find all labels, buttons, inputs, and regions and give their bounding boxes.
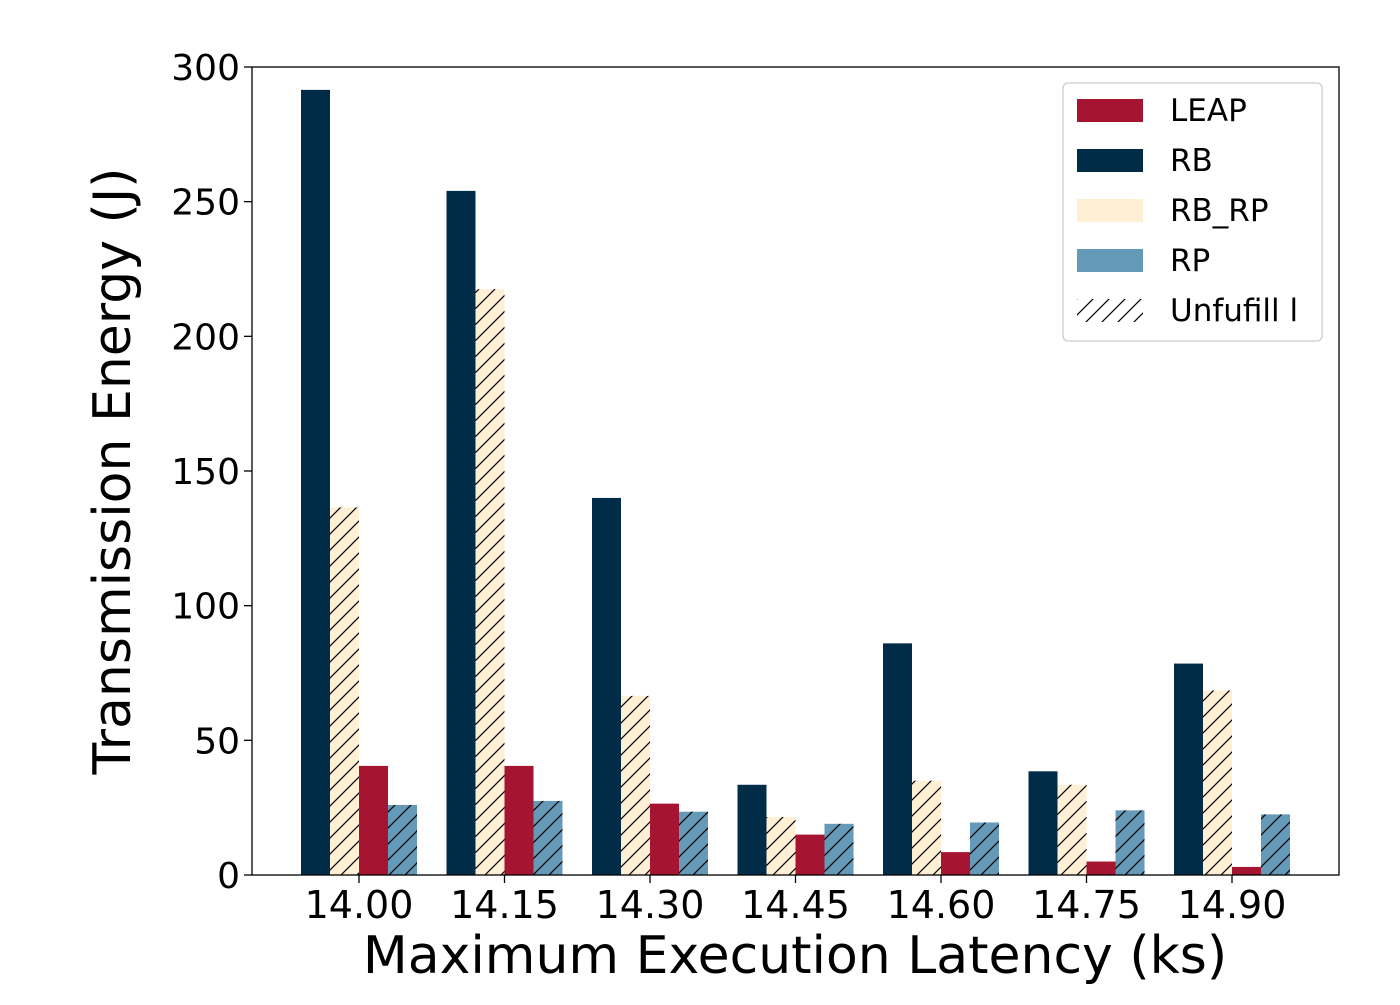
- x-tick-label-14-00: 14.00: [305, 883, 414, 927]
- x-axis: 14.00 14.15 14.30 14.45 14.60 14.75 14.90: [305, 875, 1287, 927]
- legend-swatch-rp: [1077, 249, 1143, 272]
- y-tick-label-100: 100: [171, 587, 240, 628]
- bar-leap-14-90: [1232, 866, 1261, 875]
- y-tick-label-200: 200: [171, 317, 240, 358]
- bar-rb-14-30: [592, 497, 621, 875]
- bar-rb-14-75: [1028, 771, 1058, 875]
- bar-hatch-rp-14-75: [1115, 810, 1145, 875]
- bar-leap-14-45: [795, 834, 825, 875]
- y-tick-label-50: 50: [194, 721, 240, 762]
- bar-rb-14-60: [883, 643, 912, 875]
- legend-swatch-leap: [1077, 99, 1143, 122]
- legend-swatch-rb: [1077, 149, 1143, 172]
- y-tick-label-0: 0: [217, 856, 240, 897]
- bar-rb-14-90: [1174, 663, 1203, 875]
- legend-label-leap: LEAP: [1170, 93, 1247, 129]
- bar-leap-14-30: [650, 803, 679, 875]
- bars-layer: [301, 89, 1290, 876]
- bar-leap-14-15: [504, 765, 534, 875]
- bar-hatch-rp-14-15: [533, 800, 563, 875]
- legend: LEAP RB RB_RP RP Unfufill l: [1062, 82, 1323, 342]
- x-tick-label-14-60: 14.60: [887, 883, 996, 927]
- bar-hatch-rb-rp-14-00: [330, 507, 359, 875]
- bar-hatch-rb-rp-14-30: [621, 695, 650, 875]
- bar-hatch-rb-rp-14-75: [1057, 784, 1087, 875]
- legend-label-rp: RP: [1170, 243, 1210, 279]
- legend-label-unfufill-l: Unfufill l: [1170, 293, 1298, 329]
- bar-hatch-rb-rp-14-60: [912, 780, 941, 875]
- x-axis-label: Maximum Execution Latency (ks): [363, 926, 1227, 986]
- bar-hatch-rb-rp-14-45: [766, 817, 796, 875]
- bar-leap-14-00: [359, 765, 388, 875]
- y-axis-label: Transmission Energy (J): [83, 168, 143, 776]
- bar-hatch-rp-14-45: [824, 823, 854, 875]
- bar-rb-14-15: [446, 190, 476, 876]
- plot-frame: [251, 66, 1340, 876]
- bar-hatch-rp-14-00: [388, 804, 417, 875]
- x-tick-label-14-15: 14.15: [450, 883, 559, 927]
- bar-leap-14-75: [1086, 861, 1116, 875]
- y-tick-label-150: 150: [171, 452, 240, 493]
- x-tick-label-14-45: 14.45: [741, 883, 850, 927]
- legend-label-rb-rp: RB_RP: [1170, 193, 1269, 229]
- legend-frame: [1062, 82, 1323, 342]
- bar-hatch-rp-14-30: [679, 811, 708, 875]
- bar-rb-14-00: [301, 89, 330, 876]
- y-axis: 0 50 100 150 200 250 300: [171, 48, 252, 897]
- y-tick-label-250: 250: [171, 183, 240, 224]
- legend-swatch-hatch: [1077, 299, 1143, 322]
- legend-swatch-rb-rp: [1077, 199, 1143, 222]
- y-tick-label-300: 300: [171, 48, 240, 89]
- bar-hatch-rp-14-90: [1261, 814, 1290, 875]
- bar-hatch-rp-14-60: [970, 822, 999, 875]
- bar-leap-14-60: [941, 852, 970, 875]
- x-tick-label-14-30: 14.30: [596, 883, 705, 927]
- x-tick-label-14-90: 14.90: [1178, 883, 1287, 927]
- bar-hatch-rb-rp-14-15: [475, 289, 505, 875]
- bar-rb-14-45: [737, 784, 767, 875]
- bar-hatch-rb-rp-14-90: [1203, 690, 1232, 875]
- x-tick-label-14-75: 14.75: [1032, 883, 1141, 927]
- legend-label-rb: RB: [1170, 143, 1213, 179]
